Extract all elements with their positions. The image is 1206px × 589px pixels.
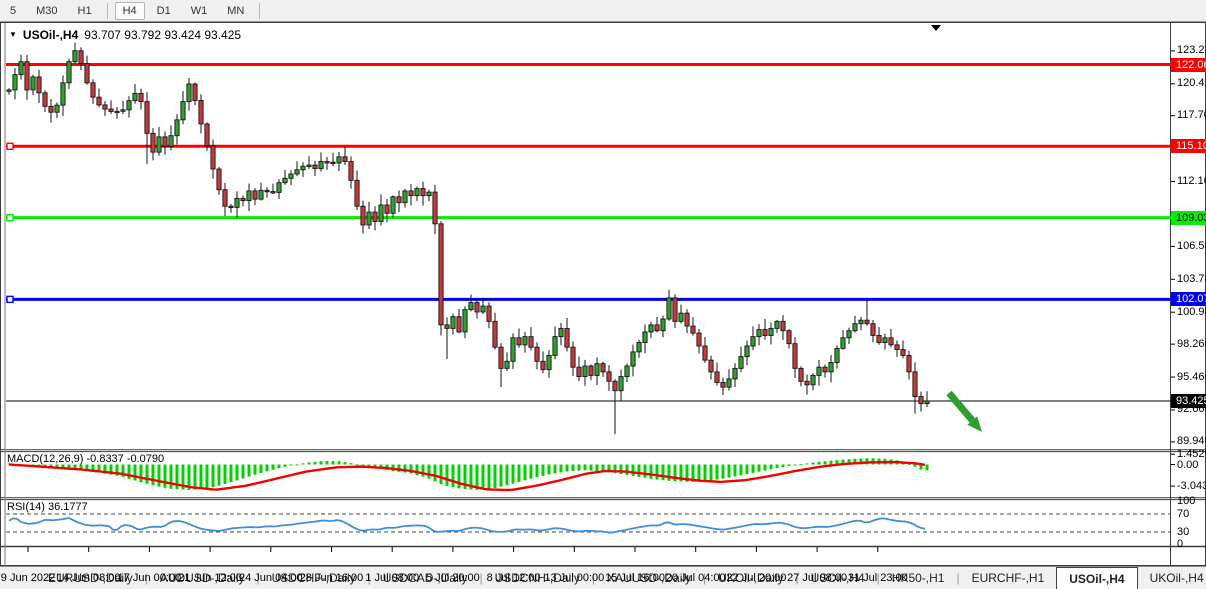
trend-arrow-annotation — [946, 390, 982, 432]
period-button-5[interactable]: 5 — [10, 4, 17, 17]
time-tick-label: 14 Jun 08:00 — [56, 572, 121, 584]
chart-symbol-label: USOil-,H4 — [22, 28, 79, 42]
tab-usoilh4[interactable]: USOil-,H4 — [810, 571, 865, 585]
price-tick-label: 103.780 — [1177, 272, 1206, 285]
tab-divider: | — [479, 571, 483, 585]
rsi-value: 36.1777 — [47, 501, 88, 513]
time-tick-label: 31 Jul 23:00 — [847, 572, 908, 584]
chart-window: ▼ USOil-,H4 93.707 93.792 93.424 93.425 … — [0, 22, 1206, 584]
time-tick-label: 8 Jul 12:00 — [486, 572, 541, 584]
time-tick-label: 24 Jun 04:00 — [238, 572, 303, 584]
time-tick-label: 1 Jul 08:00 — [365, 572, 420, 584]
tab-usdchfdaily[interactable]: USDCHF-,Daily — [271, 571, 356, 585]
toolbar-divider — [259, 2, 261, 19]
macd-axis-label: 0.00 — [1177, 458, 1199, 471]
tab-divider: | — [703, 571, 707, 585]
rsi-indicator-label: RSI(14) 36.1777 — [7, 501, 88, 513]
macd-axis-label: -3.0439 — [1177, 480, 1206, 493]
price-level-tag: 122.06 — [1171, 57, 1206, 72]
symbol-dropdown-icon[interactable]: ▼ — [9, 30, 17, 39]
time-tick-label: 5 Jul 20:00 — [425, 572, 480, 584]
tab-hk50h1[interactable]: HK50-,H1 — [891, 571, 945, 585]
chart-canvas[interactable] — [1, 23, 1206, 567]
price-axis[interactable]: 123.220 120.420 117.700 112.100 106.580 103.7… — [1171, 23, 1206, 567]
tab-divider: | — [956, 571, 960, 585]
period-button-M30[interactable]: M30 — [36, 4, 58, 17]
price-level-tag: 109.03 — [1171, 210, 1206, 225]
tab-audusddaily[interactable]: AUDUSD-,Daily — [159, 571, 245, 585]
time-tick-label: 21 Jun 12:00 — [178, 572, 242, 584]
timeframe-toolbar: 5 M30 H1 H4 D1 W1 MN — [0, 0, 1206, 22]
tab-ukoildaily[interactable]: UKOil-,Daily — [718, 571, 784, 585]
price-tick-label: 117.700 — [1177, 109, 1206, 122]
rsi-axis-label: 70 — [1177, 508, 1190, 520]
price-tick-label: 106.580 — [1177, 239, 1206, 252]
rsi-axis-label: 30 — [1177, 526, 1190, 538]
tab-divider: | — [795, 571, 799, 585]
price-tick-label: 89.940 — [1177, 435, 1206, 448]
candles-layer — [6, 42, 930, 435]
tab-usdcaddaily[interactable]: USDCAD-,Daily — [382, 571, 468, 585]
time-tick-label: 9 Jun 2022 — [0, 572, 56, 584]
price-tick-label: 95.460 — [1177, 370, 1206, 383]
chart-shift-marker-icon — [931, 25, 941, 31]
horizontal-levels-layer — [6, 63, 1171, 402]
period-button-H4[interactable]: H4 — [114, 1, 145, 20]
time-tick-label: 28 Jun 16:00 — [299, 572, 364, 584]
tab-divider: | — [144, 571, 148, 585]
tab-divider: | — [367, 571, 371, 585]
tab-ukoilh4[interactable]: UKOil-,H4 — [1149, 571, 1204, 585]
tab-divider: | — [876, 571, 880, 585]
price-tick-label: 98.260 — [1177, 337, 1206, 350]
tab-usdcnhdaily[interactable]: USDCNH-,Daily — [494, 571, 580, 585]
macd-indicator-label: MACD(12,26,9) -0.8337 -0.0790 — [7, 453, 165, 465]
tab-usoilh4-active[interactable]: USOil-,H4 — [1056, 567, 1138, 589]
macd-axis-label: 1.4529 — [1177, 448, 1206, 461]
price-level-tag: 102.07 — [1171, 292, 1206, 307]
period-button-W1[interactable]: W1 — [190, 4, 208, 17]
period-button-H1[interactable]: H1 — [77, 4, 92, 17]
time-tick-label: 27 Jul 08:00 — [787, 572, 848, 584]
time-tick-label: 17 Jun 00:00 — [117, 572, 182, 584]
rsi-axis-label: 0 — [1177, 538, 1184, 551]
toolbar-divider — [106, 2, 108, 19]
time-tick-label: 15 Jul 16:00 — [605, 572, 665, 584]
period-button-D1[interactable]: D1 — [156, 4, 171, 17]
price-level-tag: 93.425 — [1171, 393, 1206, 408]
price-tick-label: 100.980 — [1177, 305, 1206, 318]
time-tick-label: 13 Jul 00:00 — [544, 572, 605, 584]
time-tick-label: 20 Jul 04:00 — [665, 572, 726, 584]
rsi-layer — [6, 513, 1171, 534]
time-axis[interactable]: 9 Jun 2022 14 Jun 08:00 17 Jun 00:00 21 Jun… — [1, 569, 1206, 588]
tab-divider: | — [591, 571, 596, 585]
price-tick-label: 123.220 — [1177, 44, 1206, 57]
chart-tab-bar: EURUSD-,Daily | AUDUSD-,Daily | USDCHF-,Dail… — [0, 566, 1206, 589]
tab-xauusddaily[interactable]: XAUUSD-,Daily — [607, 571, 692, 585]
tab-eurusddaily[interactable]: EURUSD-,Daily — [48, 571, 133, 585]
macd-layer — [7, 458, 929, 492]
time-tick-label: 22 Jul 20:00 — [726, 572, 787, 584]
price-tick-label: 120.420 — [1177, 77, 1206, 90]
tab-divider: | — [256, 571, 260, 585]
tab-eurchfh1[interactable]: EURCHF-,H1 — [971, 571, 1045, 585]
price-tick-label: 112.100 — [1177, 175, 1206, 188]
chart-title[interactable]: ▼ USOil-,H4 93.707 93.792 93.424 93.425 — [9, 28, 241, 42]
price-level-tag: 115.10 — [1171, 139, 1206, 154]
period-button-MN[interactable]: MN — [227, 4, 245, 17]
rsi-axis-label: 100 — [1177, 494, 1196, 507]
chart-ohlc-quote: 93.707 93.792 93.424 93.425 — [84, 28, 242, 42]
macd-values: -0.8337 -0.0790 — [86, 453, 165, 465]
